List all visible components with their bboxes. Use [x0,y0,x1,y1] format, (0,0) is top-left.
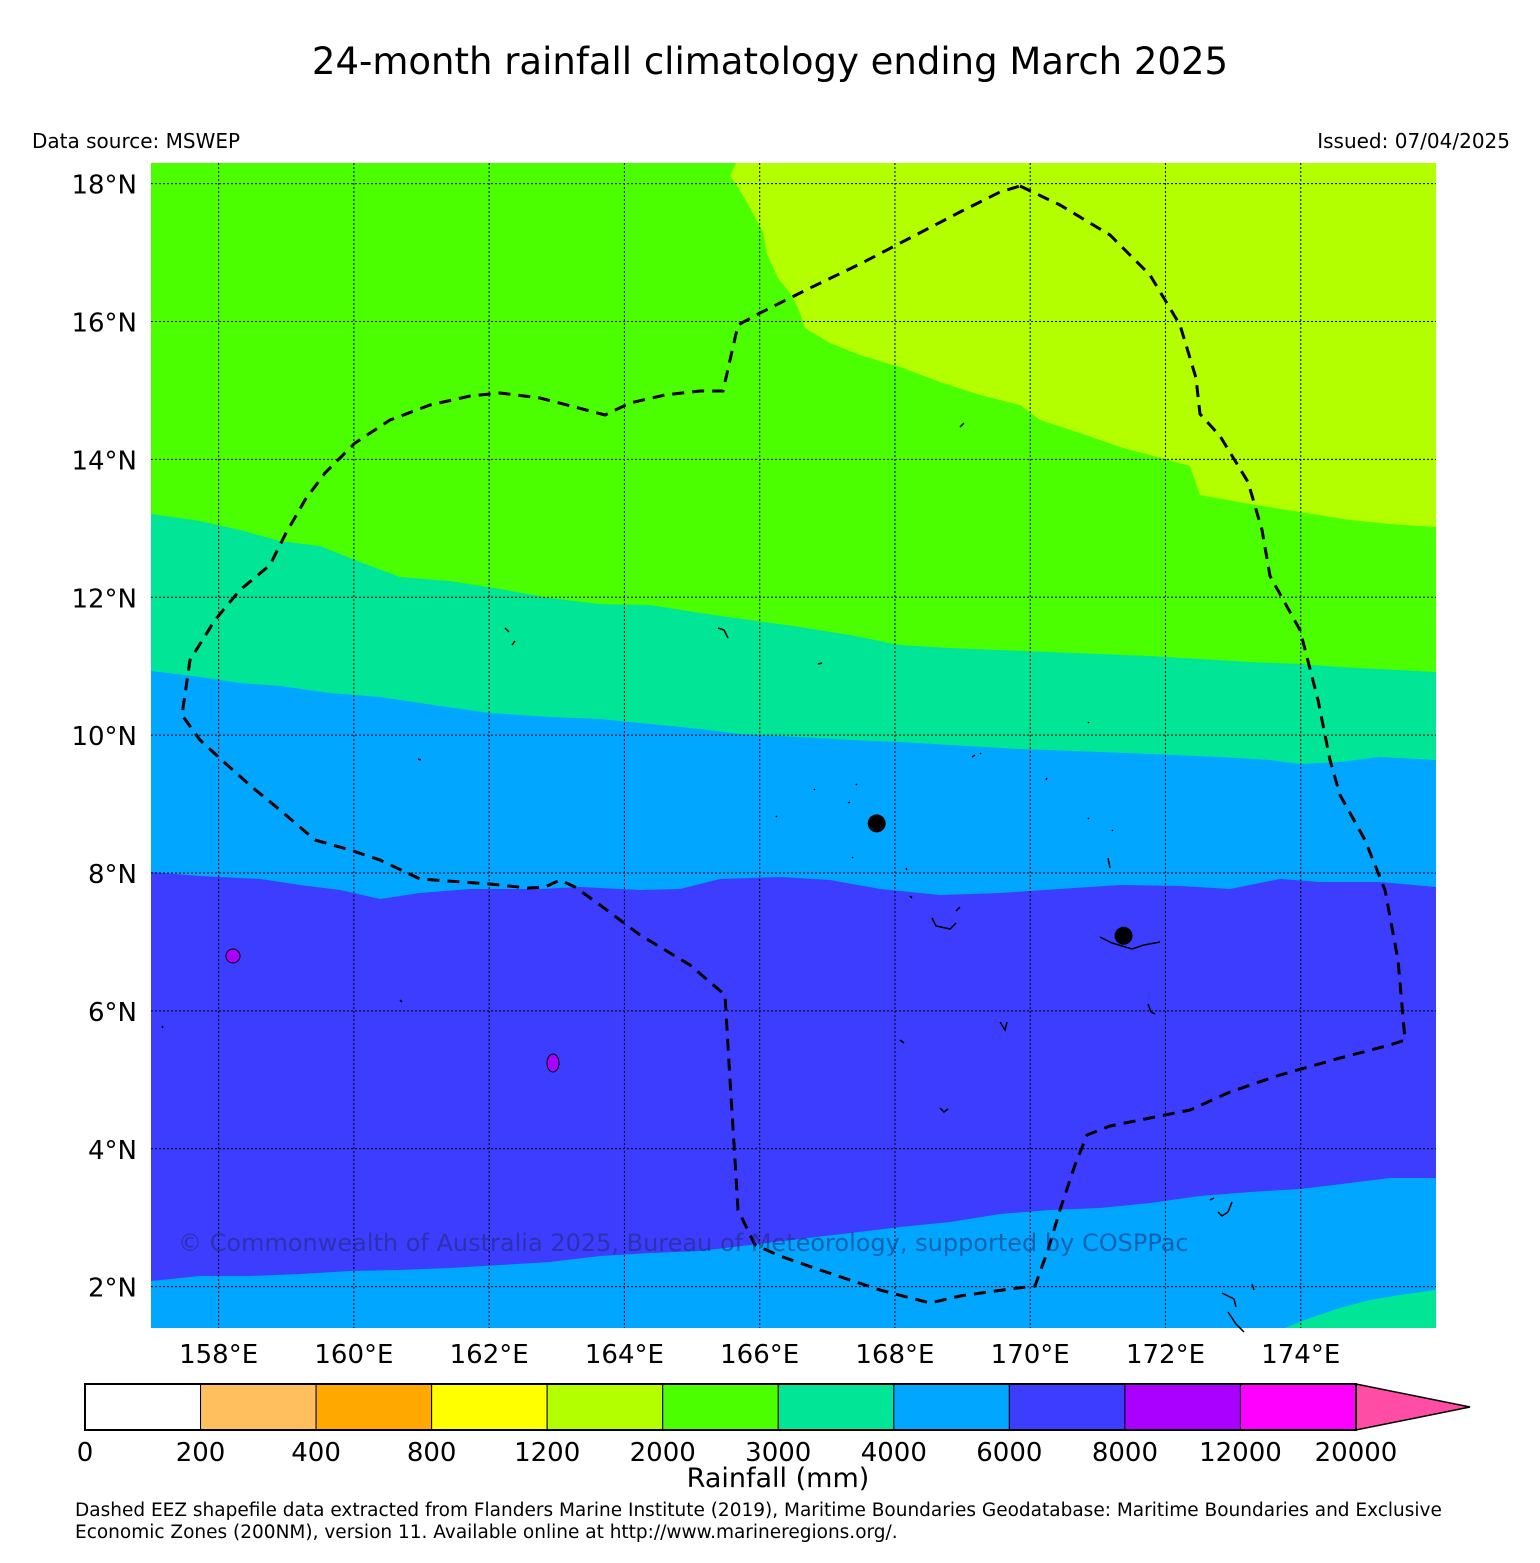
longitude-tick-label: 174°E [1261,1340,1340,1370]
latitude-tick-label: 14°N [71,446,137,476]
longitude-tick-label: 172°E [1126,1340,1205,1370]
colorbar-tick-label: 2000 [630,1438,696,1468]
colorbar-cell [546,1383,664,1431]
colorbar-cell [662,1383,779,1431]
latitude-tick-label: 10°N [71,722,137,752]
colorbar-tick-label: 400 [291,1438,341,1468]
colorbar-cell [200,1383,317,1431]
copyright-watermark: © Commonwealth of Australia 2025, Bureau… [178,1229,1189,1257]
colorbar-tick-label: 800 [407,1438,457,1468]
colorbar-tick-label: 0 [77,1438,94,1468]
colorbar-tick-label: 12000 [1199,1438,1282,1468]
longitude-tick-label: 168°E [855,1340,934,1370]
latitude-tick-label: 6°N [88,998,137,1028]
longitude-tick-label: 166°E [720,1340,799,1370]
longitude-tick-label: 170°E [991,1340,1070,1370]
colorbar-label: Rainfall (mm) [686,1463,870,1494]
latitude-tick-label: 4°N [88,1136,137,1166]
colorbar-cell [1124,1383,1241,1431]
high-rainfall-spot [546,1053,560,1073]
colorbar-tick-label: 6000 [976,1438,1042,1468]
longitude-tick-label: 164°E [585,1340,664,1370]
high-rainfall-spot [225,948,241,964]
colorbar-tick-label: 1200 [514,1438,580,1468]
rainfall-bands [151,163,1436,1328]
latitude-tick-label: 8°N [88,860,137,890]
data-source-label: Data source: MSWEP [32,129,241,153]
eez-boundary [180,184,1407,1305]
longitude-labels: 158°E 160°E 162°E 164°E 166°E 168°E 170°E 172°E… [179,1340,1340,1370]
longitude-tick-label: 162°E [450,1340,529,1370]
colorbar-frame [84,1383,1357,1431]
colorbar-tick-labels: 0 200 400 800 1200 2000 3000 4000 6000 8000 12000 2… [77,1438,1398,1468]
issued-date-label: Issued: 07/04/2025 [1317,129,1510,153]
band-6000-8000 [151,872,1436,1281]
city-marker-1 [867,814,886,833]
latitude-tick-label: 16°N [71,309,137,339]
colorbar-tick-label: 200 [176,1438,226,1468]
colorbar-tick-label: 3000 [745,1438,811,1468]
band-1200-2000 [730,163,1436,527]
colorbar-extension-triangle [1355,1383,1471,1431]
markers [867,814,1133,945]
colorbar-cell [777,1383,895,1431]
colorbar-cell [1008,1383,1126,1431]
latitude-tick-label: 12°N [71,584,137,614]
longitude-tick-label: 160°E [314,1340,393,1370]
colorbar-tick-label: 20000 [1315,1438,1398,1468]
coastlines [161,422,1255,1333]
colorbar-cell [1239,1383,1357,1431]
colorbar-tick-label: 8000 [1092,1438,1158,1468]
colorbar-cells [84,1383,1357,1431]
colorbar-cell [84,1383,202,1431]
colorbar-tick-label: 4000 [861,1438,927,1468]
city-marker-2 [1114,926,1133,945]
colorbar-cell [893,1383,1010,1431]
colorbar-cell [315,1383,433,1431]
latitude-tick-label: 18°N [71,171,137,201]
map-title: 24-month rainfall climatology ending Mar… [311,40,1229,83]
band-3000-4000-southeast [1285,1290,1436,1328]
eez-footnote: Dashed EEZ shapefile data extracted from… [75,1500,1442,1543]
latitude-labels: 18°N 16°N 14°N 12°N 10°N 8°N 6°N 4°N 2°N [71,171,137,1304]
latitude-tick-label: 2°N [88,1274,137,1304]
longitude-tick-label: 158°E [179,1340,258,1370]
colorbar-cell [431,1383,548,1431]
